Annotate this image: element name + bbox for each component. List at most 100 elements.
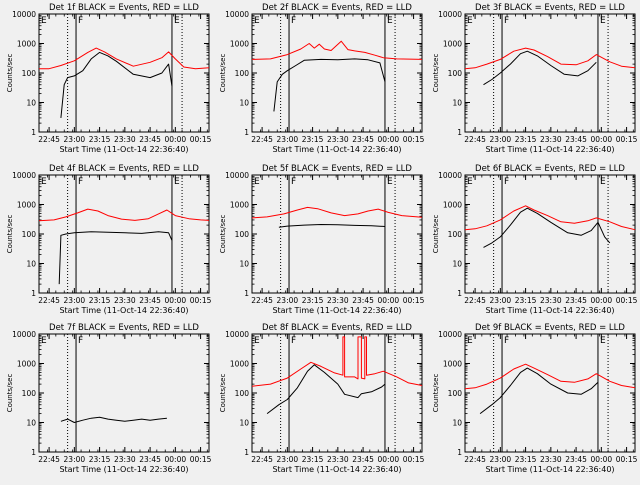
y-axis-label: Counts/sec <box>219 215 227 254</box>
x-tick-label: 23:00 <box>64 135 86 144</box>
corner-label: E <box>41 336 47 346</box>
x-tick-label: 23:45 <box>565 455 587 464</box>
x-tick-label: 00:15 <box>616 455 638 464</box>
x-tick-label: 23:45 <box>565 135 587 144</box>
x-tick-label: 23:00 <box>490 135 512 144</box>
corner-label: E <box>467 16 473 26</box>
corner-label: E <box>254 336 260 346</box>
y-tick-label: 10000 <box>225 10 249 19</box>
x-tick-label: 22:45 <box>251 296 273 305</box>
x-tick-label: 23:30 <box>114 135 136 144</box>
corner-label: E <box>254 16 260 26</box>
y-tick-label: 1000 <box>230 40 249 49</box>
y-tick-label: 10 <box>26 419 36 428</box>
x-tick-label: 23:15 <box>89 296 111 305</box>
x-tick-label: 23:00 <box>64 296 86 305</box>
y-tick-label: 10000 <box>225 171 249 180</box>
chart-title: Det 6f BLACK = Events, RED = LLD <box>475 164 625 174</box>
y-tick-label: 10 <box>452 419 462 428</box>
y-tick-label: 1000 <box>443 201 462 210</box>
y-tick-label: 10 <box>26 99 36 108</box>
y-tick-label: 1 <box>244 448 249 457</box>
time-marker-label: E <box>600 177 606 187</box>
chart-panel-7: Det 7f BLACK = Events, RED = LLD 1 10 100 10… <box>6 323 212 474</box>
x-axis-label: Start Time (11-Oct-14 22:36:40) <box>59 145 188 154</box>
y-tick-label: 1000 <box>17 201 36 210</box>
time-marker-label: F <box>291 16 296 26</box>
series-line-black <box>273 58 386 112</box>
series-line-black <box>479 367 599 414</box>
x-tick-label: 22:45 <box>251 455 273 464</box>
plot-frame <box>251 13 423 133</box>
chart-title: Det 1f BLACK = Events, RED = LLD <box>49 3 199 13</box>
x-tick-label: 23:45 <box>139 455 161 464</box>
y-tick-label: 1000 <box>443 40 462 49</box>
series-line-red <box>464 205 636 231</box>
y-tick-label: 10 <box>452 260 462 269</box>
chart-title: Det 8f BLACK = Events, RED = LLD <box>262 323 412 333</box>
y-tick-label: 100 <box>22 69 37 78</box>
time-marker-label: F <box>504 336 509 346</box>
y-axis-label: Counts/sec <box>432 374 440 413</box>
y-axis-label: Counts/sec <box>432 215 440 254</box>
x-axis-label: Start Time (11-Oct-14 22:36:40) <box>485 306 614 315</box>
x-tick-label: 23:00 <box>277 296 299 305</box>
y-tick-label: 1000 <box>230 201 249 210</box>
chart-panel-1: Det 1f BLACK = Events, RED = LLD 1 10 100 10… <box>6 3 212 154</box>
chart-panel-3: Det 3f BLACK = Events, RED = LLD 1 10 100 10… <box>432 3 638 154</box>
time-marker-label: F <box>504 16 509 26</box>
x-tick-label: 00:00 <box>165 455 187 464</box>
y-tick-label: 1 <box>31 128 36 137</box>
x-tick-label: 00:00 <box>378 455 400 464</box>
x-tick-label: 00:15 <box>403 296 425 305</box>
x-tick-label: 23:15 <box>515 296 537 305</box>
chart-panel-6: Det 6f BLACK = Events, RED = LLD 1 10 100 10… <box>432 164 638 315</box>
plot-frame <box>251 333 423 453</box>
x-tick-label: 00:15 <box>616 296 638 305</box>
x-tick-label: 00:15 <box>403 135 425 144</box>
y-axis-label: Counts/sec <box>6 215 14 254</box>
series-line-black <box>483 50 597 86</box>
y-tick-label: 1000 <box>17 360 36 369</box>
time-marker-label: F <box>78 336 83 346</box>
y-tick-label: 10 <box>239 260 249 269</box>
x-axis-label: Start Time (11-Oct-14 22:36:40) <box>272 465 401 474</box>
x-tick-label: 23:30 <box>327 455 349 464</box>
plot-frame <box>464 333 636 453</box>
y-tick-label: 100 <box>22 389 37 398</box>
y-tick-label: 10000 <box>438 330 462 339</box>
corner-label: E <box>41 16 47 26</box>
time-marker-label: E <box>600 336 606 346</box>
time-marker-label: F <box>78 16 83 26</box>
x-tick-label: 23:00 <box>490 455 512 464</box>
x-tick-label: 00:15 <box>190 455 212 464</box>
series-line-black <box>58 231 173 285</box>
x-tick-label: 23:30 <box>327 135 349 144</box>
y-tick-label: 1000 <box>17 40 36 49</box>
y-tick-label: 1 <box>31 448 36 457</box>
x-tick-label: 00:15 <box>616 135 638 144</box>
x-tick-label: 23:15 <box>89 135 111 144</box>
x-tick-label: 23:45 <box>139 135 161 144</box>
y-tick-label: 10000 <box>12 171 36 180</box>
plot-frame <box>38 13 210 133</box>
x-tick-label: 23:15 <box>302 296 324 305</box>
chart-title: Det 5f BLACK = Events, RED = LLD <box>262 164 412 174</box>
y-tick-label: 10000 <box>225 330 249 339</box>
series-line-red <box>251 336 423 387</box>
series-line-black <box>60 51 173 118</box>
y-tick-label: 100 <box>235 69 250 78</box>
x-tick-label: 22:45 <box>38 135 60 144</box>
x-tick-label: 23:15 <box>89 455 111 464</box>
x-tick-label: 00:00 <box>378 296 400 305</box>
y-axis-label: Counts/sec <box>432 54 440 93</box>
x-tick-label: 22:45 <box>38 455 60 464</box>
x-tick-label: 00:15 <box>190 135 212 144</box>
corner-label: E <box>467 177 473 187</box>
x-tick-label: 22:45 <box>464 135 486 144</box>
x-axis-label: Start Time (11-Oct-14 22:36:40) <box>272 306 401 315</box>
time-marker-label: F <box>291 177 296 187</box>
x-tick-label: 00:00 <box>591 455 613 464</box>
